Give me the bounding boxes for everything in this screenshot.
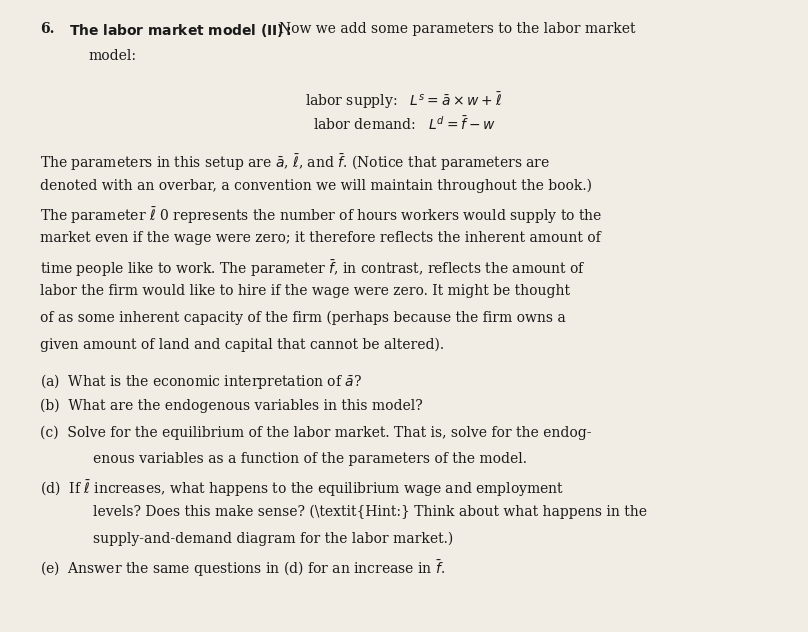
Text: The parameters in this setup are $\bar{a}$, $\bar{\ell}$, and $\bar{f}$. (Notice: The parameters in this setup are $\bar{a… — [40, 152, 550, 173]
Text: given amount of land and capital that cannot be altered).: given amount of land and capital that ca… — [40, 337, 444, 352]
Text: (b)  What are the endogenous variables in this model?: (b) What are the endogenous variables in… — [40, 399, 423, 413]
Text: time people like to work. The parameter $\bar{f}$, in contrast, reflects the amo: time people like to work. The parameter … — [40, 258, 586, 279]
Text: levels? Does this make sense? (\textit{Hint:} Think about what happens in the: levels? Does this make sense? (\textit{H… — [93, 505, 647, 520]
Text: market even if the wage were zero; it therefore reflects the inherent amount of: market even if the wage were zero; it th… — [40, 231, 601, 245]
Text: 6.: 6. — [40, 22, 55, 36]
Text: enous variables as a function of the parameters of the model.: enous variables as a function of the par… — [93, 452, 527, 466]
Text: Now we add some parameters to the labor market: Now we add some parameters to the labor … — [279, 22, 635, 36]
Text: (d)  If $\bar{\ell}$ increases, what happens to the equilibrium wage and employm: (d) If $\bar{\ell}$ increases, what happ… — [40, 478, 564, 499]
Text: supply-and-demand diagram for the labor market.): supply-and-demand diagram for the labor … — [93, 532, 453, 546]
Text: labor the firm would like to hire if the wage were zero. It might be thought: labor the firm would like to hire if the… — [40, 284, 570, 298]
Text: The parameter $\bar{\ell}$ 0 represents the number of hours workers would supply: The parameter $\bar{\ell}$ 0 represents … — [40, 205, 603, 226]
Text: of as some inherent capacity of the firm (perhaps because the firm owns a: of as some inherent capacity of the firm… — [40, 311, 566, 325]
Text: denoted with an overbar, a convention we will maintain throughout the book.): denoted with an overbar, a convention we… — [40, 178, 592, 193]
Text: (a)  What is the economic interpretation of $\bar{a}$?: (a) What is the economic interpretation … — [40, 372, 363, 391]
Text: (c)  Solve for the equilibrium of the labor market. That is, solve for the endog: (c) Solve for the equilibrium of the lab… — [40, 425, 592, 440]
Text: labor supply:   $L^s = \bar{a} \times w + \bar{\ell}$: labor supply: $L^s = \bar{a} \times w + … — [305, 90, 503, 111]
Text: (e)  Answer the same questions in (d) for an increase in $\bar{f}$.: (e) Answer the same questions in (d) for… — [40, 558, 445, 579]
Text: $\mathbf{The\ labor\ market\ model\ (II){:}}$: $\mathbf{The\ labor\ market\ model\ (II)… — [69, 22, 292, 39]
Text: labor demand:   $L^d = \bar{f} - w$: labor demand: $L^d = \bar{f} - w$ — [313, 115, 495, 133]
Text: model:: model: — [89, 49, 137, 63]
